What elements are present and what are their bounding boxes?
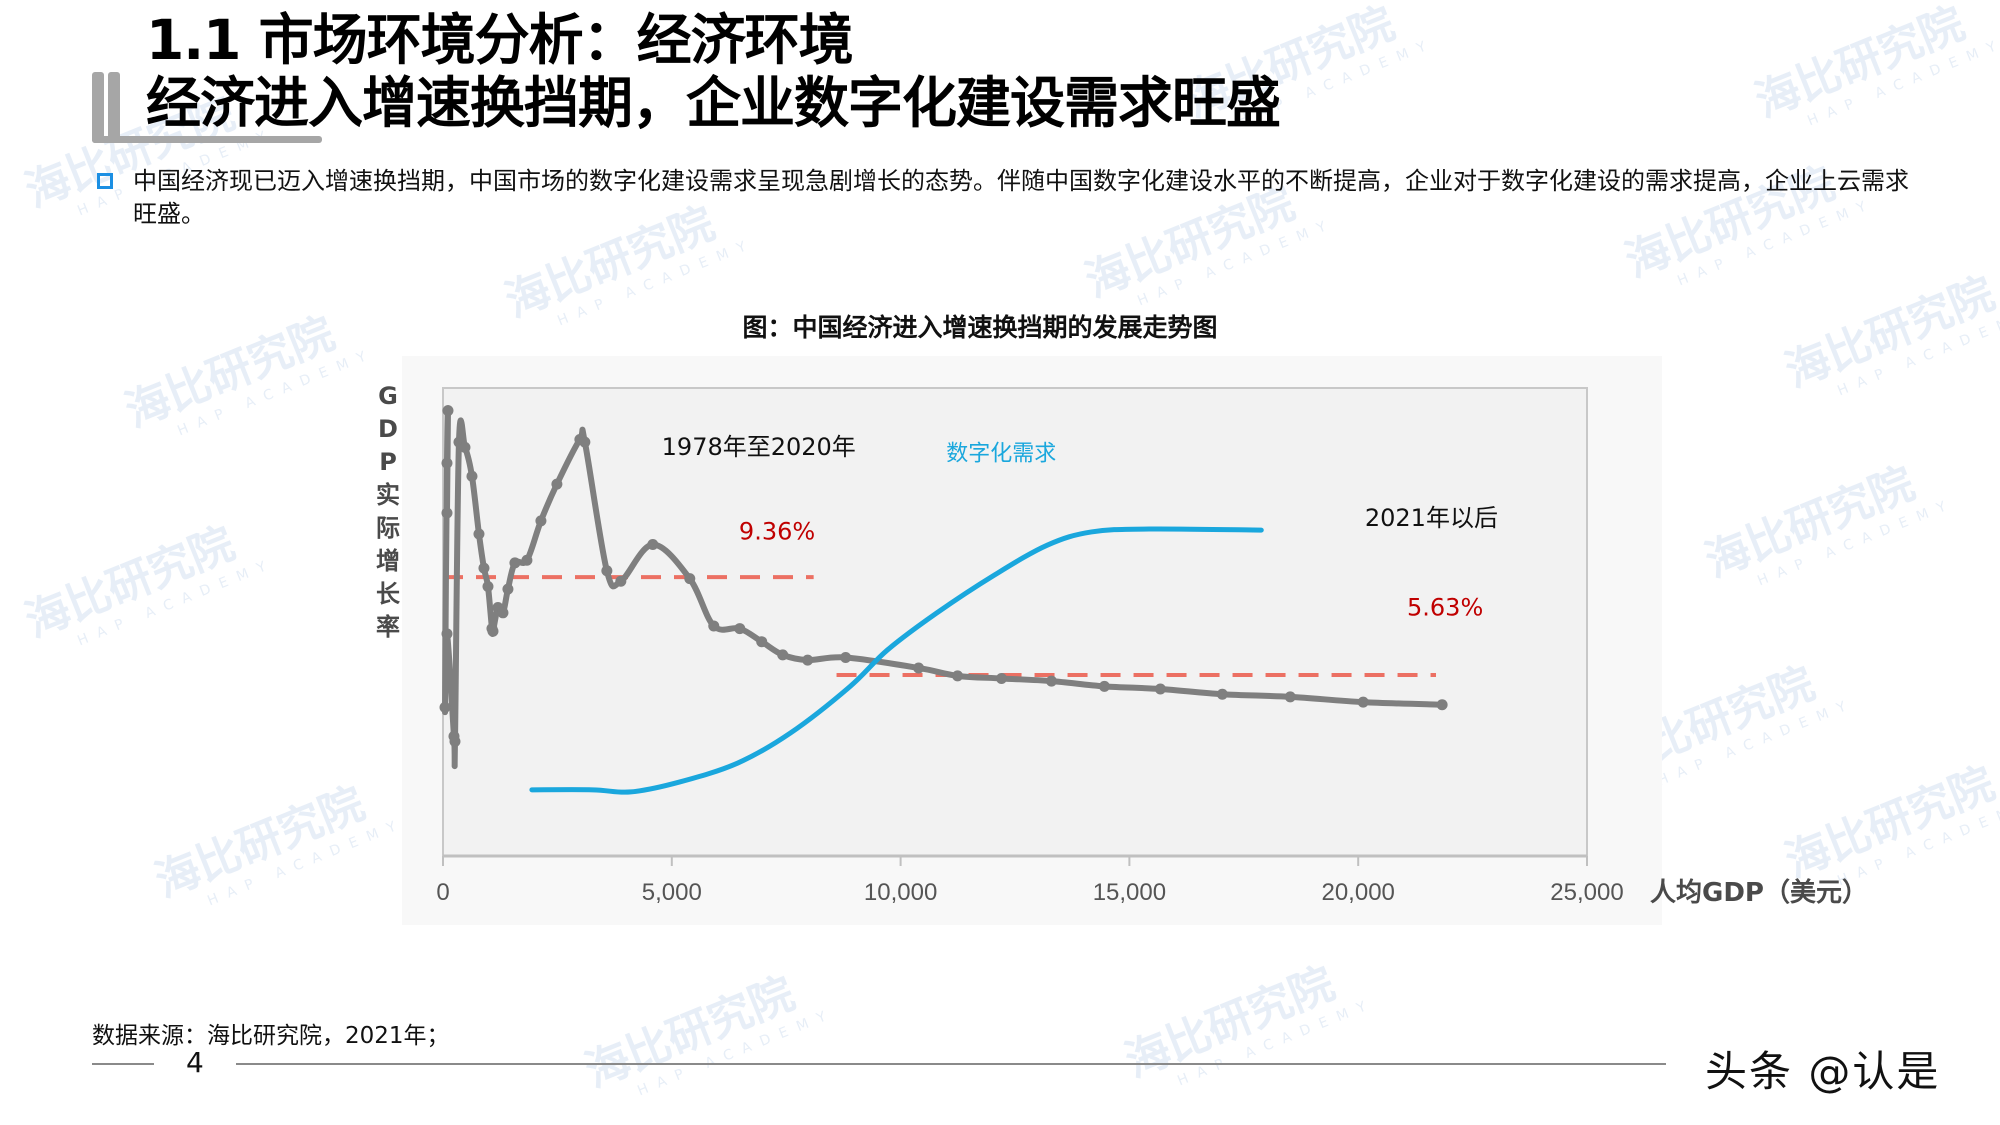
data-point-marker bbox=[1045, 675, 1057, 687]
y-axis-label-char: 际 bbox=[376, 514, 400, 542]
digital-demand-line bbox=[529, 526, 1264, 795]
data-point-marker bbox=[497, 607, 509, 619]
average-label-5-63: 5.63% bbox=[1407, 593, 1483, 621]
data-point-marker bbox=[913, 662, 925, 674]
data-point-marker bbox=[615, 575, 627, 587]
x-axis-tick-label: 25,000 bbox=[1550, 879, 1623, 906]
digital-demand-label: 数字化需求 bbox=[946, 441, 1056, 466]
data-point-marker bbox=[601, 565, 613, 577]
data-point-marker bbox=[708, 620, 720, 632]
data-point-marker bbox=[777, 649, 789, 661]
data-point-marker bbox=[1284, 691, 1296, 703]
period-label-1978-2020: 1978年至2020年 bbox=[662, 433, 856, 461]
period-label-2021-after: 2021年以后 bbox=[1365, 504, 1498, 532]
data-point-marker bbox=[840, 651, 852, 663]
y-axis-label-char: 实 bbox=[376, 481, 400, 509]
data-point-marker bbox=[466, 470, 478, 482]
y-axis-label-char: 增 bbox=[376, 547, 400, 575]
data-point-marker bbox=[551, 478, 563, 490]
x-axis-tick-label: 20,000 bbox=[1321, 879, 1394, 906]
y-axis-label-char: 率 bbox=[376, 613, 400, 641]
data-point-marker bbox=[482, 581, 494, 593]
x-axis-tick-label: 5,000 bbox=[642, 879, 702, 906]
footer-divider-left bbox=[92, 1063, 154, 1065]
data-point-marker bbox=[579, 436, 591, 448]
data-point-marker bbox=[441, 457, 453, 469]
x-axis-label: 人均GDP（美元） bbox=[1650, 878, 1868, 908]
data-point-marker bbox=[952, 670, 964, 682]
data-point-marker bbox=[459, 441, 471, 453]
title-decoration-outer-bar bbox=[92, 72, 104, 143]
data-point-marker bbox=[996, 672, 1008, 684]
data-point-marker bbox=[756, 636, 768, 648]
data-point-marker bbox=[1154, 683, 1166, 695]
square-bullet-icon bbox=[97, 173, 113, 189]
footer-divider-right bbox=[236, 1063, 1666, 1065]
y-axis-label-char: G bbox=[378, 382, 398, 410]
data-point-marker bbox=[473, 528, 485, 540]
data-point-marker bbox=[441, 628, 453, 640]
data-point-marker bbox=[1436, 699, 1448, 711]
title-decoration-base-bar bbox=[92, 136, 322, 143]
page-title: 1.1 市场环境分析：经济环境 bbox=[146, 8, 854, 72]
page-subtitle: 经济进入增速换挡期，企业数字化建设需求旺盛 bbox=[146, 71, 1281, 135]
data-point-marker bbox=[521, 554, 533, 566]
y-axis-label-char: P bbox=[379, 448, 397, 476]
data-point-marker bbox=[1098, 680, 1110, 692]
x-axis-tick-label: 10,000 bbox=[864, 879, 937, 906]
title-decoration-inner-bar bbox=[108, 72, 120, 143]
average-label-9-36: 9.36% bbox=[739, 517, 815, 545]
plot-area bbox=[442, 387, 1588, 857]
x-axis-tick-label: 0 bbox=[436, 879, 449, 906]
page-number: 4 bbox=[186, 1046, 204, 1079]
bullet-paragraph: 中国经济现已迈入增速换挡期，中国市场的数字化建设需求呈现急剧增长的态势。伴随中国… bbox=[133, 167, 1909, 228]
data-point-marker bbox=[478, 562, 490, 574]
data-point-marker bbox=[449, 735, 461, 747]
data-point-marker bbox=[502, 583, 514, 595]
data-point-marker bbox=[1216, 688, 1228, 700]
brand-watermark: 头条 @认是 bbox=[1705, 1047, 1941, 1096]
chart-title: 图：中国经济进入增速换挡期的发展走势图 bbox=[742, 313, 1218, 342]
data-point-marker bbox=[802, 654, 814, 666]
data-point-marker bbox=[535, 515, 547, 527]
data-source: 数据来源：海比研究院，2021年； bbox=[92, 1023, 450, 1049]
data-point-marker bbox=[734, 623, 746, 635]
data-point-marker bbox=[442, 405, 454, 417]
data-point-marker bbox=[684, 573, 696, 585]
data-point-marker bbox=[441, 507, 453, 519]
data-point-marker bbox=[1357, 696, 1369, 708]
data-point-marker bbox=[487, 625, 499, 637]
x-axis-tick-label: 15,000 bbox=[1093, 879, 1166, 906]
y-axis-label-char: 长 bbox=[376, 580, 400, 608]
data-point-marker bbox=[439, 701, 451, 713]
data-point-marker bbox=[509, 557, 521, 569]
y-axis-label-char: D bbox=[378, 415, 398, 443]
data-point-marker bbox=[647, 539, 659, 551]
